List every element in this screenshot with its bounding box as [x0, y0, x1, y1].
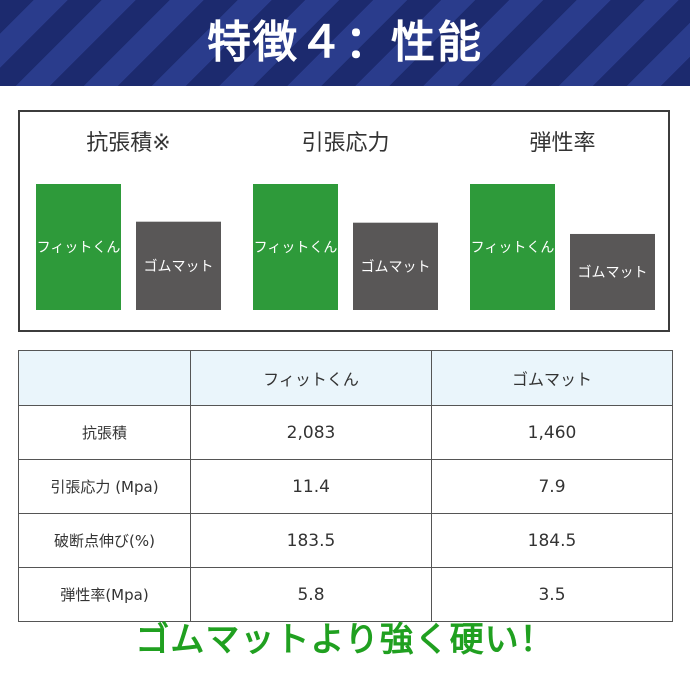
bar-fit	[470, 184, 555, 310]
cell-fit: 2,083	[190, 405, 432, 460]
table-header-mat: ゴムマット	[431, 350, 673, 406]
table-row: 破断点伸び(%) 183.5 184.5	[18, 513, 673, 568]
bar-mat	[136, 221, 221, 310]
table-header-blank	[18, 350, 191, 406]
bar-mat	[570, 233, 655, 310]
header-banner: 特徴４：性能	[0, 0, 690, 86]
bar-label: ゴムマット	[361, 258, 431, 275]
cell-fit: 11.4	[190, 459, 432, 514]
bar-fit	[36, 184, 121, 310]
table-header-fit: フィットくん	[190, 350, 432, 406]
bar-fit	[253, 184, 338, 310]
bar-label: ゴムマット	[144, 258, 214, 275]
bar-label: フィットくん	[471, 240, 555, 256]
group-title: 抗張積※	[86, 131, 170, 156]
bar-label: フィットくん	[254, 240, 338, 256]
bar-mat	[353, 222, 438, 310]
cell-fit: 183.5	[190, 513, 432, 568]
bar-chart-panel: 抗張積※ フィットくんゴムマット 引張応力フィットくんゴムマット 弾性率フィットくんゴ…	[18, 110, 670, 332]
page-title: 特徴４：性能	[207, 17, 483, 68]
table-header-row: フィットくん ゴムマット	[18, 350, 673, 406]
table-row: 引張応力 (Mpa) 11.4 7.9	[18, 459, 673, 514]
group-title: 引張応力	[301, 131, 389, 156]
table-row: 弾性率(Mpa) 5.8 3.5	[18, 567, 673, 622]
cell-mat: 184.5	[431, 513, 673, 568]
footer-slogan: ゴムマットより強く硬い！	[135, 620, 555, 660]
cell-mat: 7.9	[431, 459, 673, 514]
cell-mat: 1,460	[431, 405, 673, 460]
row-label: 弾性率(Mpa)	[18, 567, 191, 622]
bar-label: ゴムマット	[578, 264, 648, 281]
bar-label: フィットくん	[37, 240, 121, 256]
cell-mat: 3.5	[431, 567, 673, 622]
group-title: 弾性率	[529, 131, 595, 156]
performance-table: フィットくん ゴムマット 抗張積 2,083 1,460 引張応力 (Mpa) …	[18, 350, 673, 622]
row-label: 引張応力 (Mpa)	[18, 459, 191, 514]
table-row: 抗張積 2,083 1,460	[18, 405, 673, 460]
row-label: 破断点伸び(%)	[18, 513, 191, 568]
row-label: 抗張積	[18, 405, 191, 460]
